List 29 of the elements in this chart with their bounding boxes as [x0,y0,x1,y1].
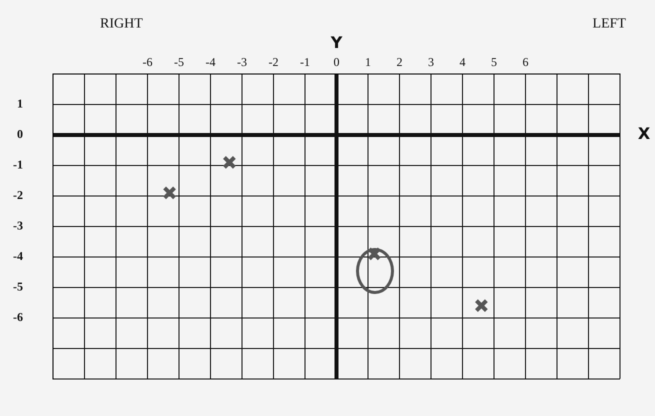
y-tick-label: -2 [13,188,23,202]
text: LEFT [592,16,626,32]
x-axis-title: X [638,124,651,144]
x-tick-label: 1 [365,54,371,69]
point [474,298,488,313]
x-tick-label: -2 [268,54,278,69]
y-tick-label: 0 [17,127,23,142]
x-tick-label: 6 [522,54,528,69]
x-tick-label: -5 [174,54,184,69]
x-tick-label: 2 [396,54,402,69]
point [222,155,236,170]
x-tick-label: 5 [491,54,497,69]
y-axis-title: Y [330,33,343,52]
x-tick-label: -6 [142,54,152,69]
x-tick-label: -1 [300,54,310,69]
point [162,186,176,200]
y-tick-label: -3 [13,218,23,232]
x-tick-label: -4 [206,54,216,69]
x-tick-label: 3 [428,54,434,69]
x-tick-label: 4 [460,54,466,69]
y-tick-label: -6 [13,310,23,324]
text: RIGHT [100,16,144,32]
x-tick-label: -3 [237,54,247,69]
y-tick-label: 1 [17,96,23,111]
point [367,246,382,261]
y-tick-label: -1 [13,158,23,172]
y-tick-label: -5 [13,279,23,294]
x-tick-label: 0 [334,54,340,69]
y-tick-label: -4 [13,248,23,263]
